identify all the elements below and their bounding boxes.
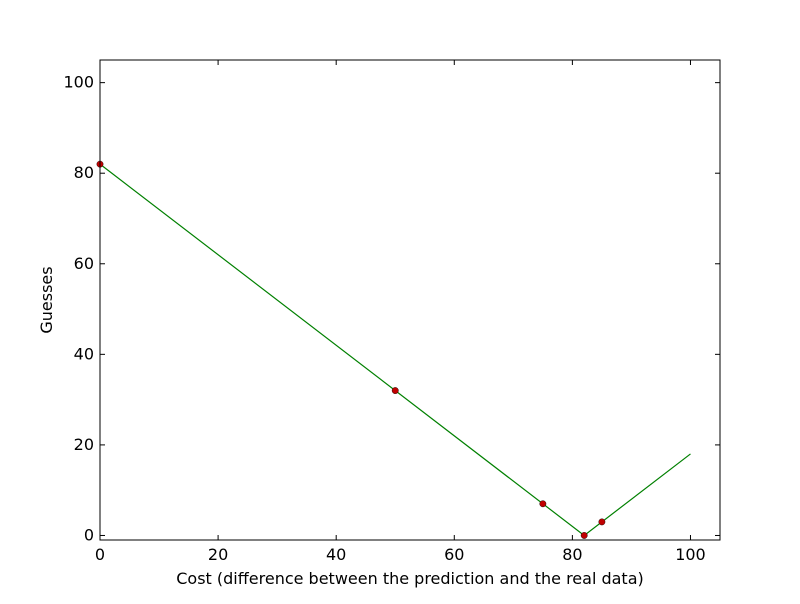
series-layer (96, 160, 691, 539)
x-tick-label-0: 0 (95, 545, 105, 564)
y-tick-label-5: 100 (63, 73, 94, 92)
y-tick-label-2: 40 (74, 344, 94, 363)
y-tick-label-3: 60 (74, 254, 94, 273)
data-point-4 (598, 518, 606, 526)
x-axis-label: Cost (difference between the prediction … (176, 569, 644, 588)
x-tick-label-3: 60 (444, 545, 464, 564)
y-axis-label: Guesses (37, 266, 56, 333)
tick-layer: 0 20 40 60 80 100 0 20 40 60 80 100 (63, 60, 720, 564)
series-line-0 (99, 163, 691, 537)
x-tick-label-4: 80 (562, 545, 582, 564)
data-point-1 (391, 387, 399, 394)
y-tick-label-1: 20 (74, 435, 94, 454)
plot-frame (99, 59, 721, 541)
y-tick-label-0: 0 (84, 525, 94, 544)
x-tick-label-5: 100 (675, 545, 706, 564)
x-tick-label-2: 40 (326, 545, 346, 564)
data-point-3 (580, 532, 588, 539)
y-tick-label-4: 80 (74, 163, 94, 182)
x-tick-label-1: 20 (208, 545, 228, 564)
data-point-2 (539, 500, 547, 508)
